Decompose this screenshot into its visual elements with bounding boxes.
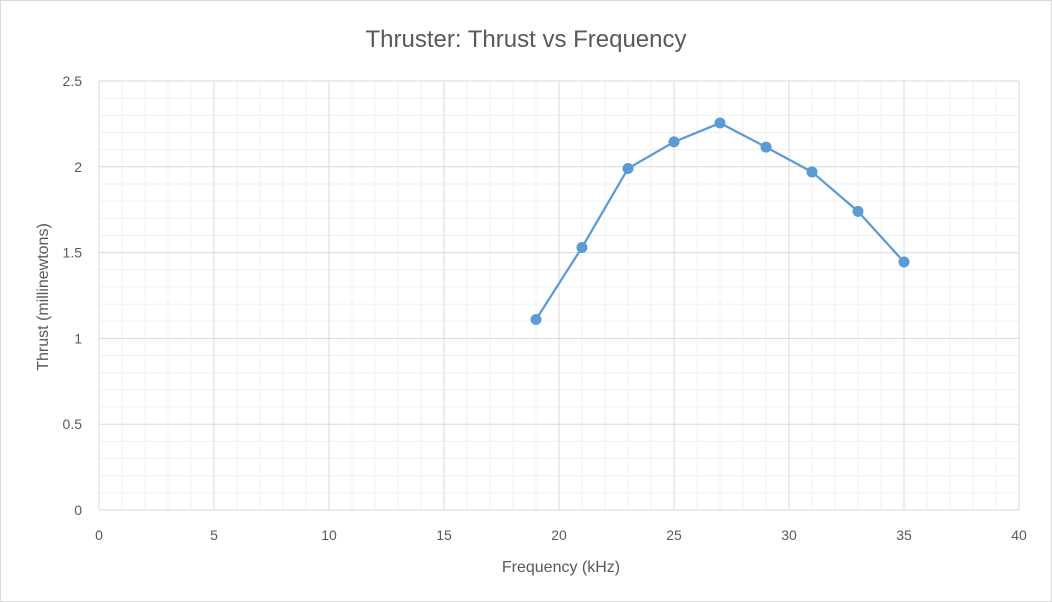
x-tick-label: 0 — [95, 527, 103, 543]
y-tick-labels: 0 0.5 1 1.5 2 2.5 — [63, 73, 83, 518]
x-tick-label: 40 — [1011, 527, 1027, 543]
x-tick-label: 35 — [896, 527, 912, 543]
data-point — [760, 141, 772, 153]
data-point — [576, 241, 588, 253]
x-tick-labels: 0 5 10 15 20 25 30 35 40 — [95, 527, 1027, 543]
y-tick-label: 0 — [74, 502, 82, 518]
y-tick-label: 1.5 — [63, 245, 83, 261]
x-tick-label: 25 — [666, 527, 682, 543]
y-tick-label: 0.5 — [63, 416, 83, 432]
x-tick-label: 10 — [321, 527, 337, 543]
data-point — [668, 136, 680, 148]
y-tick-label: 2 — [74, 159, 82, 175]
data-point — [852, 205, 864, 217]
y-axis-title: Thrust (millinewtons) — [35, 223, 52, 371]
x-tick-label: 5 — [210, 527, 218, 543]
x-tick-label: 30 — [781, 527, 797, 543]
x-tick-label: 20 — [551, 527, 567, 543]
major-gridlines — [98, 80, 1020, 511]
y-tick-label: 2.5 — [63, 73, 83, 89]
data-point — [714, 117, 726, 129]
data-point — [622, 163, 634, 175]
series-layer — [530, 117, 910, 326]
chart-title: Thruster: Thrust vs Frequency — [366, 26, 687, 53]
y-tick-label: 1 — [74, 330, 82, 346]
x-tick-label: 15 — [436, 527, 452, 543]
data-point — [806, 166, 818, 178]
data-point — [898, 256, 910, 268]
data-point — [530, 314, 542, 326]
x-axis-title: Frequency (kHz) — [502, 559, 620, 576]
